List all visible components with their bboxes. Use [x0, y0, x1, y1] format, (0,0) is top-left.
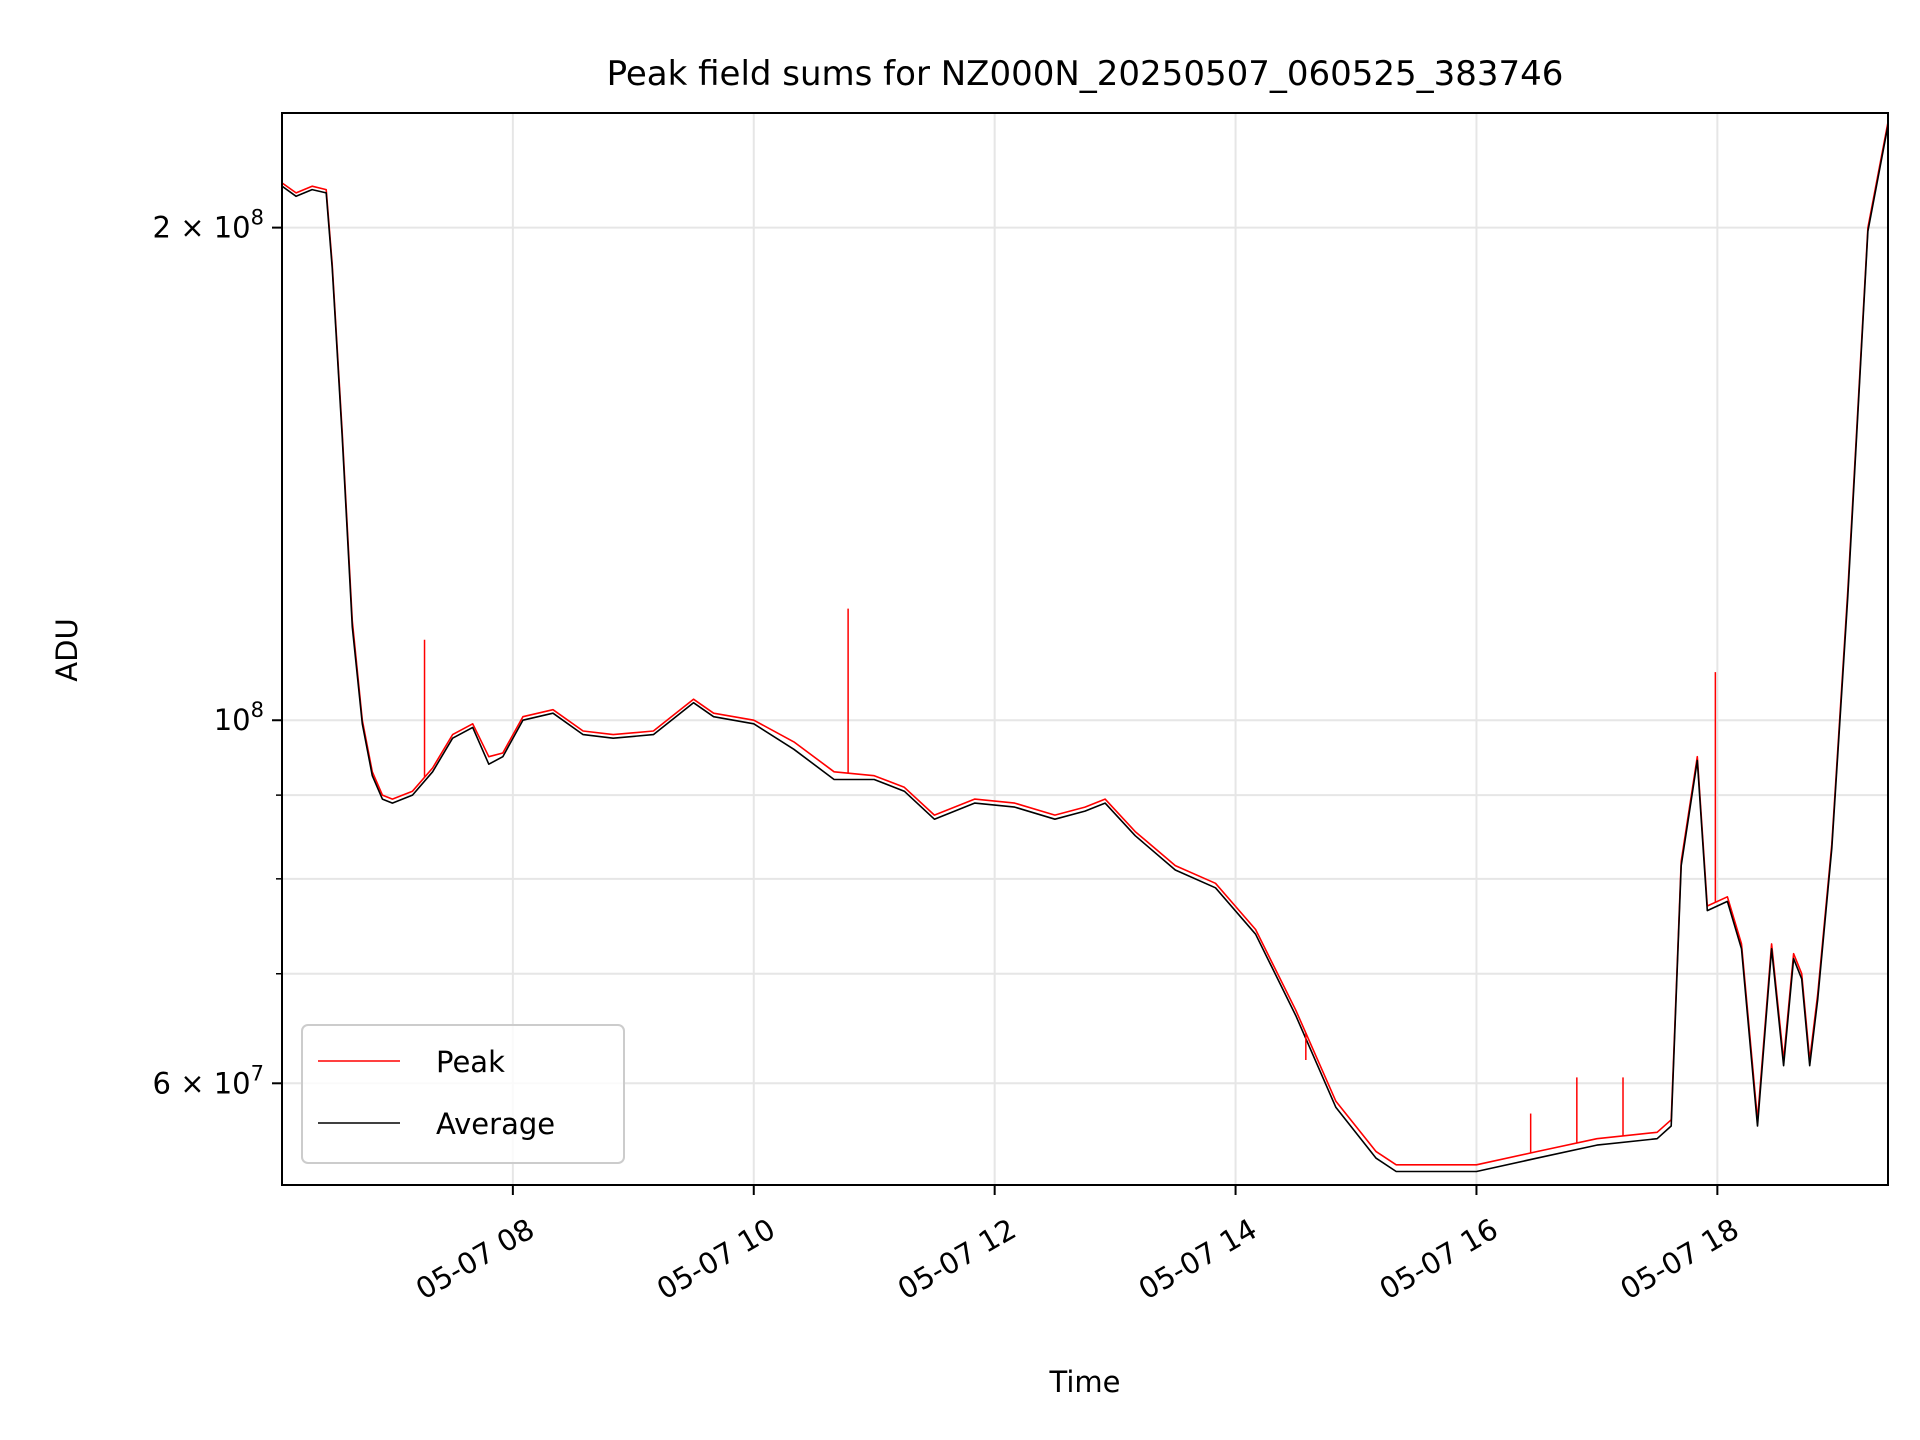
- grid: [282, 113, 1888, 1185]
- legend: Peak Average: [301, 1024, 625, 1164]
- y-tick-label: 2 × 108: [153, 206, 264, 245]
- y-tick-label: 108: [214, 698, 264, 737]
- y-tick-label: 6 × 107: [153, 1061, 264, 1100]
- series-line-average: [282, 125, 1888, 1173]
- y-axis-ticks: 6 × 107 108 2 × 108: [153, 206, 282, 1100]
- plot-area: [282, 121, 1888, 1173]
- legend-label-average: Average: [436, 1107, 555, 1141]
- axes-frame: [281, 112, 1889, 1186]
- legend-label-peak: Peak: [436, 1045, 505, 1079]
- chart-title: Peak field sums for NZ000N_20250507_0605…: [607, 54, 1564, 94]
- legend-box: [301, 1024, 625, 1164]
- x-axis-label: Time: [1049, 1365, 1121, 1399]
- y-axis-label: ADU: [50, 618, 84, 681]
